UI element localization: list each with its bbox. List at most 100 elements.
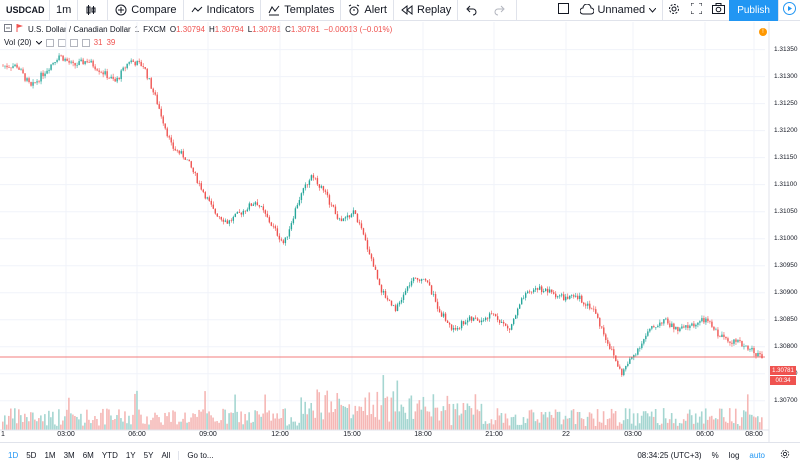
range-3m[interactable]: 3M bbox=[63, 450, 75, 460]
candle-body bbox=[619, 366, 621, 369]
volume-bar bbox=[88, 419, 90, 430]
play-button[interactable] bbox=[778, 0, 800, 21]
volume-bar bbox=[684, 420, 687, 430]
goto-button[interactable]: Go to... bbox=[178, 450, 221, 460]
range-5y[interactable]: 5Y bbox=[143, 450, 154, 460]
volume-bar bbox=[320, 412, 323, 430]
candle-body bbox=[705, 318, 707, 323]
candle-body bbox=[490, 313, 493, 314]
candle-body bbox=[114, 78, 116, 82]
volume-bar bbox=[574, 424, 577, 430]
redo-button[interactable] bbox=[487, 0, 518, 21]
range-1y[interactable]: 1Y bbox=[125, 450, 136, 460]
publish-button[interactable]: Publish bbox=[729, 0, 778, 21]
volume-bar bbox=[102, 408, 104, 430]
candle-body bbox=[388, 299, 391, 301]
candle-body bbox=[745, 345, 747, 347]
candle-body bbox=[128, 62, 130, 64]
chevron-down-icon[interactable] bbox=[35, 38, 42, 47]
compare-button[interactable]: Compare bbox=[108, 0, 184, 21]
candle-body bbox=[468, 316, 471, 321]
candle-body bbox=[432, 294, 435, 295]
candle-body bbox=[717, 329, 719, 337]
candle-body bbox=[226, 220, 228, 224]
volume-bar bbox=[54, 424, 56, 430]
volume-bar bbox=[166, 416, 168, 430]
volume-bar bbox=[506, 418, 509, 430]
candle-body bbox=[318, 184, 321, 188]
snapshot-button[interactable] bbox=[707, 0, 729, 21]
candle-body bbox=[314, 177, 317, 179]
templates-button[interactable]: Templates bbox=[261, 0, 342, 21]
indicators-button[interactable]: Indicators bbox=[184, 0, 262, 21]
settings-button[interactable] bbox=[663, 0, 685, 21]
candle-body bbox=[36, 81, 38, 83]
range-all[interactable]: All bbox=[161, 450, 171, 460]
volume-bar bbox=[40, 415, 42, 430]
volume-bar bbox=[216, 421, 218, 430]
collapse-icon[interactable] bbox=[4, 24, 12, 34]
layout-button[interactable] bbox=[552, 0, 574, 21]
volume-bar bbox=[526, 418, 529, 430]
range-5d[interactable]: 5D bbox=[26, 450, 37, 460]
candle-body bbox=[589, 303, 591, 309]
volume-bar bbox=[372, 404, 375, 430]
percent-toggle[interactable]: % bbox=[711, 450, 719, 460]
candle-body bbox=[344, 217, 347, 219]
chart-settings-button[interactable] bbox=[770, 449, 800, 461]
volume-bar bbox=[518, 424, 521, 430]
fullscreen-button[interactable] bbox=[685, 0, 707, 21]
eye-icon[interactable] bbox=[45, 38, 54, 47]
candle-body bbox=[583, 302, 585, 305]
gear-icon bbox=[668, 3, 680, 18]
candle-body bbox=[194, 172, 196, 174]
candle-body bbox=[140, 61, 142, 67]
auto-toggle[interactable]: auto bbox=[749, 450, 765, 460]
candle-body bbox=[725, 336, 727, 339]
chart-type-button[interactable] bbox=[78, 0, 109, 21]
symbol-title[interactable]: U.S. Dollar / Canadian Dollar bbox=[28, 24, 131, 34]
log-toggle[interactable]: log bbox=[728, 450, 740, 460]
volume-bar bbox=[38, 418, 40, 430]
candle-body bbox=[76, 65, 78, 66]
candle-body bbox=[651, 326, 653, 329]
time-scale-label: 18:00 bbox=[414, 431, 432, 438]
candle-body bbox=[496, 316, 499, 320]
alert-button[interactable]: Alert bbox=[341, 0, 394, 21]
volume-bar bbox=[206, 413, 208, 430]
gear-icon bbox=[775, 449, 795, 461]
candle-body bbox=[452, 328, 455, 330]
settings-small-icon[interactable] bbox=[57, 38, 66, 47]
interval-button[interactable]: 1m bbox=[50, 0, 79, 21]
volume-bar bbox=[664, 418, 667, 430]
close-small-icon[interactable] bbox=[69, 38, 78, 47]
volume-bar bbox=[74, 416, 76, 430]
volume-label[interactable]: Vol (20) bbox=[4, 38, 32, 47]
candle-body bbox=[605, 334, 607, 340]
candle-body bbox=[751, 347, 753, 350]
candle-body bbox=[80, 59, 82, 62]
undo-button[interactable] bbox=[458, 0, 487, 21]
candle-body bbox=[282, 240, 285, 244]
volume-bar bbox=[586, 416, 589, 430]
volume-bar bbox=[58, 409, 60, 430]
range-ytd[interactable]: YTD bbox=[101, 450, 118, 460]
candle-body bbox=[178, 150, 180, 154]
symbol-search[interactable]: USDCAD bbox=[0, 0, 50, 21]
candle-body bbox=[220, 216, 222, 220]
more-icon[interactable] bbox=[81, 38, 90, 47]
utc-clock[interactable]: 08:34:25 (UTC+3) bbox=[637, 450, 702, 460]
volume-bar bbox=[28, 421, 30, 430]
volume-bar bbox=[438, 420, 441, 430]
volume-bar bbox=[650, 411, 653, 430]
range-6m[interactable]: 6M bbox=[82, 450, 94, 460]
range-1d[interactable]: 1D bbox=[8, 450, 19, 460]
volume-bar bbox=[662, 408, 665, 430]
volume-bar bbox=[208, 411, 210, 430]
volume-bar bbox=[4, 415, 6, 430]
price-chart[interactable] bbox=[0, 22, 800, 442]
notification-icon[interactable]: ! bbox=[759, 28, 767, 36]
range-1m[interactable]: 1M bbox=[44, 450, 56, 460]
save-layout-button[interactable]: Unnamed bbox=[574, 0, 664, 21]
replay-button[interactable]: Replay bbox=[394, 0, 459, 21]
